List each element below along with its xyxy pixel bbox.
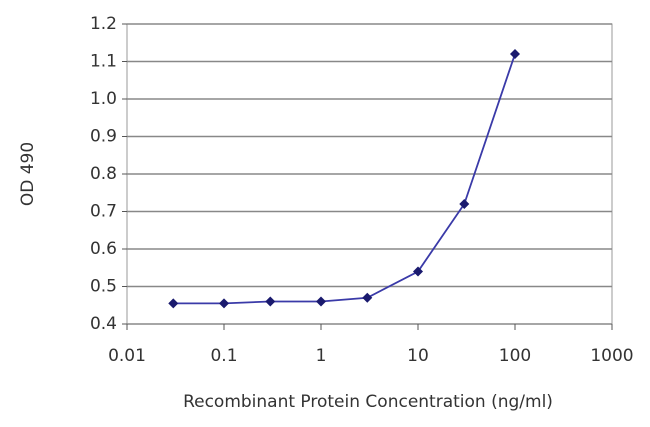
x-tick-label: 1000 — [590, 346, 633, 366]
data-point — [316, 296, 326, 307]
y-tick-label: 1.1 — [90, 52, 117, 72]
x-tick-label: 1 — [316, 346, 327, 366]
x-tick-label: 10 — [407, 346, 429, 366]
data-point — [219, 298, 229, 309]
y-tick-label: 0.4 — [90, 314, 117, 334]
data-point — [510, 49, 520, 59]
x-axis-label: Recombinant Protein Concentration (ng/ml… — [183, 392, 553, 412]
y-tick-label: 0.8 — [90, 164, 117, 184]
y-tick-label: 0.5 — [90, 277, 117, 297]
x-tick-label: 0.01 — [108, 346, 146, 366]
data-point — [362, 292, 373, 303]
y-tick-label: 0.7 — [90, 202, 117, 222]
y-tick-label: 1.2 — [90, 14, 117, 34]
y-axis-label: OD 490 — [18, 142, 38, 206]
data-point — [265, 296, 276, 307]
x-tick-label: 100 — [499, 346, 531, 366]
data-line — [173, 53, 516, 305]
y-tick-label: 0.9 — [90, 127, 117, 147]
y-tick-label: 1.0 — [90, 89, 117, 109]
x-tick-label: 0.1 — [210, 346, 237, 366]
y-tick-label: 0.6 — [90, 239, 117, 259]
data-point — [413, 266, 423, 277]
data-point — [168, 298, 179, 309]
data-point — [459, 199, 470, 209]
